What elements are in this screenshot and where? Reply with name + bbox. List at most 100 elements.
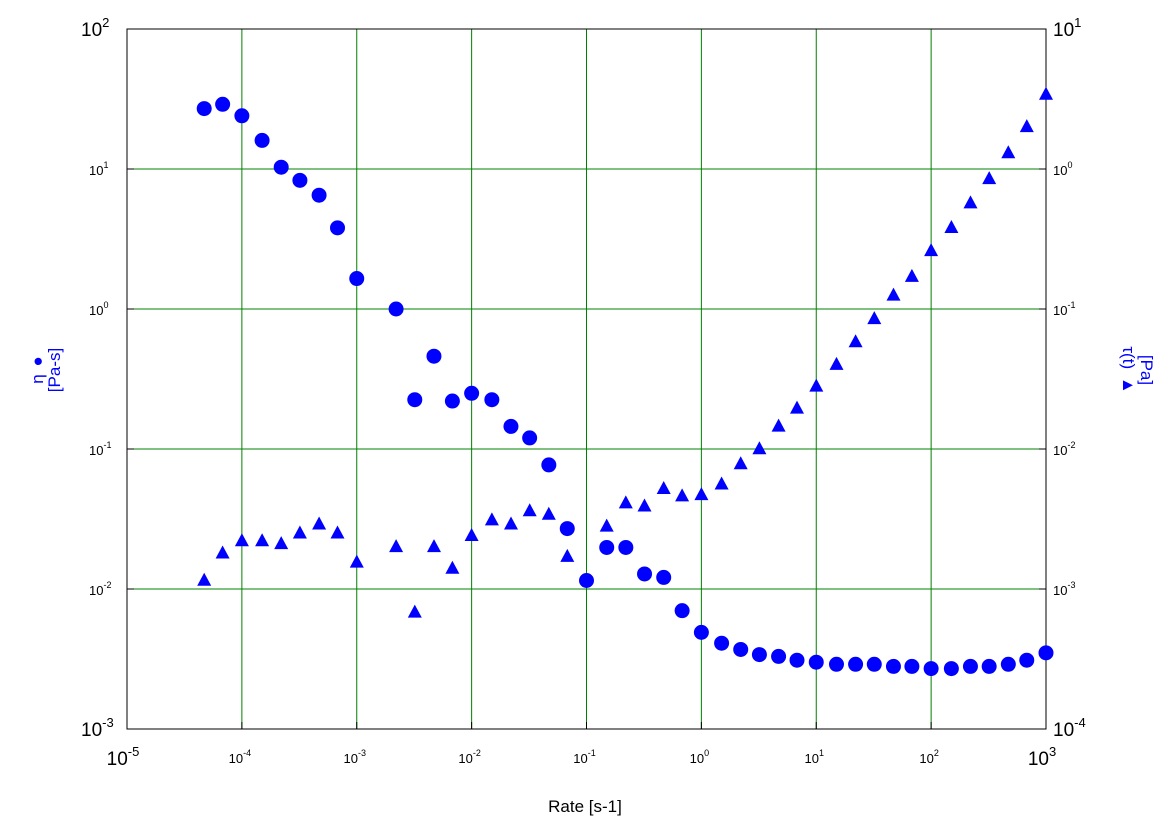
viscosity-point (693, 624, 709, 640)
viscosity-point (637, 566, 653, 582)
y-axis-label-left-unit: [Pa-s] (45, 348, 64, 392)
stress-point (1019, 119, 1034, 133)
stress-point (234, 533, 249, 547)
viscosity-point (196, 101, 212, 117)
y2-tick-label: 101 (1053, 15, 1081, 41)
stress-point (1039, 86, 1053, 100)
stress-point (407, 604, 422, 618)
y-tick-exponent: -2 (103, 580, 111, 590)
viscosity-point (579, 573, 594, 589)
y2-tick-exponent: -1 (1067, 300, 1075, 310)
stress-point (694, 487, 709, 501)
stress-point (349, 554, 364, 568)
stress-point (675, 488, 690, 502)
stress-point (867, 311, 882, 325)
stress-point (829, 356, 844, 370)
stress-point (599, 518, 614, 532)
y2-tick-label: 100 (1053, 160, 1072, 178)
y-axis-label-right: [Pa] τ(t) ▲ (1119, 346, 1156, 393)
y-label-symbol: η (28, 374, 47, 383)
viscosity-point (733, 641, 749, 657)
stress-point (886, 287, 901, 301)
x-tick-exponent: 2 (934, 748, 939, 758)
viscosity-point (771, 648, 787, 664)
data-markers (196, 86, 1054, 677)
y-axis-label-left-text: η ● (28, 356, 47, 383)
x-tick-label: 100 (690, 748, 709, 766)
stress-point (464, 528, 479, 541)
viscosity-point (215, 96, 231, 112)
viscosity-point (1019, 652, 1035, 668)
viscosity-point (904, 658, 920, 674)
viscosity-point (330, 220, 346, 236)
x-tick-exponent: -3 (358, 748, 366, 758)
tick-labels: 10-5 10-4 10-3 10-2 10-1 100 101 102 10310-310-2… (81, 15, 1086, 770)
viscosity-point (541, 457, 557, 473)
viscosity-point (503, 418, 519, 434)
stress-point (197, 572, 212, 586)
x-tick-exponent: -4 (243, 748, 251, 758)
y-tick-exponent: -3 (102, 715, 114, 730)
y2-tick-exponent: -2 (1067, 440, 1075, 450)
stress-point (771, 418, 786, 432)
viscosity-point (751, 647, 767, 663)
stress-point (790, 400, 804, 414)
stress-point (484, 512, 499, 526)
x-tick-exponent: -5 (128, 744, 140, 759)
stress-point (637, 498, 652, 512)
y-tick-label: 101 (89, 160, 108, 178)
viscosity-point (866, 656, 882, 672)
x-tick-exponent: -1 (588, 748, 596, 758)
stress-point (618, 495, 633, 509)
y-tick-label: 10-2 (89, 580, 111, 598)
y-axis-label-left: η ● [Pa-s] (28, 348, 64, 392)
y2-tick-label: 10-1 (1053, 300, 1075, 318)
viscosity-point (234, 108, 250, 124)
viscosity-point (349, 271, 365, 287)
y2-tick-exponent: -3 (1067, 580, 1075, 590)
stress-point (330, 525, 345, 539)
x-tick-exponent: 0 (704, 748, 709, 758)
viscosity-point (962, 658, 978, 674)
y-axis-label-right-text: τ(t) ▲ (1119, 346, 1138, 393)
x-tick-label: 10-1 (573, 748, 595, 766)
viscosity-point (656, 569, 672, 585)
x-axis-label: Rate [s-1] (548, 797, 622, 816)
viscosity-point (426, 348, 442, 364)
stress-point (924, 243, 939, 257)
viscosity-point (444, 393, 460, 409)
y-tick-label: 102 (81, 15, 109, 41)
viscosity-point (522, 430, 538, 446)
x-tick-exponent: 1 (819, 748, 824, 758)
y-tick-exponent: 0 (103, 300, 108, 310)
x-tick-label: 10-2 (458, 748, 480, 766)
stress-point (944, 220, 959, 233)
viscosity-point (714, 635, 730, 651)
stress-point (504, 516, 518, 530)
stress-point (274, 536, 289, 550)
y2-tick-exponent: 1 (1074, 15, 1081, 30)
y-tick-exponent: -1 (103, 440, 111, 450)
x-tick-label: 10-5 (107, 744, 140, 770)
viscosity-point (943, 661, 959, 677)
axis-ticks (126, 28, 1047, 730)
viscosity-point (254, 132, 270, 148)
stress-point (292, 525, 307, 539)
stress-point (560, 548, 575, 562)
y2-label-marker: ▲ (1119, 377, 1138, 394)
x-tick-exponent: -2 (473, 748, 481, 758)
y2-label-symbol: τ(t) (1119, 346, 1138, 369)
stress-point (714, 476, 729, 490)
viscosity-point (789, 652, 805, 668)
viscosity-point (407, 392, 423, 408)
viscosity-point (674, 603, 690, 619)
stress-point (389, 539, 404, 553)
stress-point (656, 481, 671, 494)
x-tick-label: 10-3 (344, 748, 366, 766)
y-tick-exponent: 1 (103, 160, 108, 170)
stress-point (427, 539, 441, 553)
y-tick-exponent: 2 (102, 15, 109, 30)
y2-tick-label: 10-3 (1053, 580, 1075, 598)
stress-point (1001, 145, 1016, 159)
